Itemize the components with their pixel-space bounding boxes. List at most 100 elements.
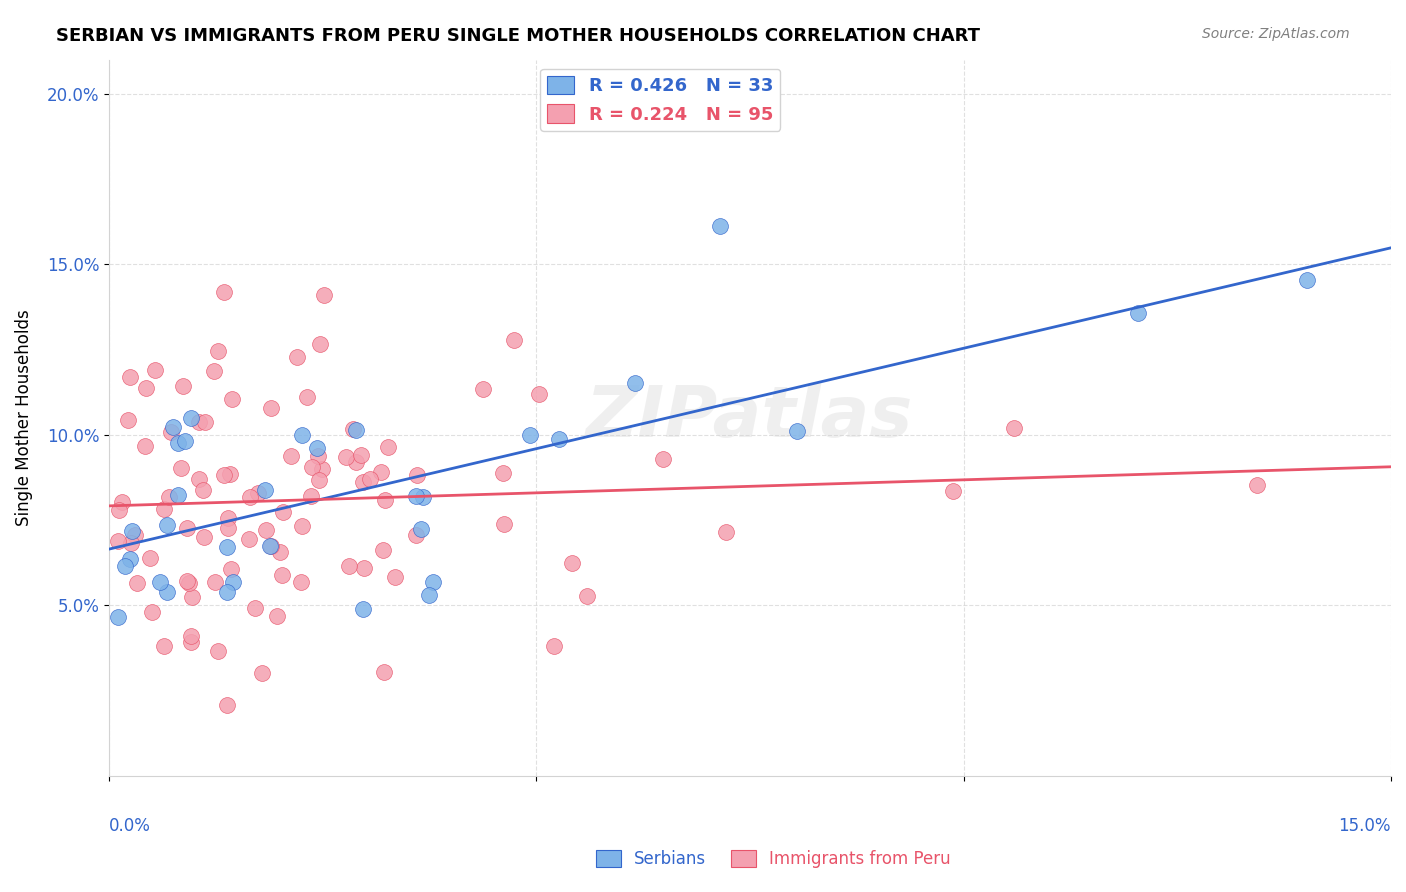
Point — [370, 465, 392, 479]
Point — [709, 219, 731, 234]
Point — [527, 386, 550, 401]
Point — [214, 467, 236, 482]
Point — [359, 472, 381, 486]
Point — [149, 574, 172, 589]
Point — [260, 540, 283, 554]
Point — [207, 344, 229, 359]
Point — [176, 520, 198, 534]
Point — [492, 517, 515, 532]
Point — [309, 337, 332, 351]
Point — [166, 487, 188, 501]
Point — [352, 475, 374, 489]
Point — [215, 540, 238, 554]
Point — [335, 450, 357, 465]
Point — [246, 485, 269, 500]
Point — [254, 523, 277, 537]
Point — [576, 589, 599, 603]
Point — [212, 285, 235, 300]
Point — [384, 570, 406, 584]
Y-axis label: Single Mother Households: Single Mother Households — [15, 310, 32, 526]
Point — [121, 524, 143, 538]
Point — [1004, 421, 1026, 435]
Point — [405, 489, 427, 503]
Point — [117, 413, 139, 427]
Point — [170, 461, 193, 475]
Point — [301, 459, 323, 474]
Point — [159, 425, 181, 439]
Point — [243, 600, 266, 615]
Point — [350, 448, 373, 462]
Point — [1246, 478, 1268, 492]
Point — [418, 588, 440, 602]
Point — [371, 543, 394, 558]
Point — [162, 420, 184, 434]
Point — [222, 575, 245, 590]
Point — [344, 455, 367, 469]
Point — [259, 539, 281, 553]
Point — [156, 518, 179, 533]
Point — [219, 562, 242, 576]
Point — [221, 392, 243, 406]
Point — [194, 415, 217, 429]
Point — [174, 434, 197, 449]
Point — [373, 665, 395, 679]
Point — [156, 584, 179, 599]
Point — [377, 440, 399, 454]
Point — [207, 644, 229, 658]
Point — [187, 472, 209, 486]
Point — [311, 462, 333, 476]
Point — [624, 376, 647, 391]
Point — [124, 528, 146, 542]
Point — [342, 422, 364, 436]
Point — [143, 363, 166, 377]
Point — [299, 489, 322, 503]
Point — [280, 450, 302, 464]
Point — [180, 410, 202, 425]
Point — [353, 561, 375, 575]
Point — [344, 423, 367, 437]
Point — [118, 552, 141, 566]
Point — [181, 591, 204, 605]
Point — [411, 522, 433, 536]
Point — [254, 483, 277, 497]
Point — [238, 533, 260, 547]
Text: ZIPatlas: ZIPatlas — [586, 384, 914, 452]
Point — [422, 575, 444, 590]
Point — [176, 574, 198, 588]
Point — [202, 364, 225, 378]
Point — [269, 544, 291, 558]
Legend: Serbians, Immigrants from Peru: Serbians, Immigrants from Peru — [589, 843, 957, 875]
Point — [561, 556, 583, 570]
Point — [157, 491, 180, 505]
Point — [114, 559, 136, 574]
Point — [191, 483, 214, 498]
Point — [307, 449, 329, 463]
Point — [786, 424, 808, 438]
Point — [120, 536, 142, 550]
Point — [180, 634, 202, 648]
Point — [217, 520, 239, 534]
Point — [167, 436, 190, 450]
Point — [107, 533, 129, 548]
Point — [135, 381, 157, 395]
Point — [548, 432, 571, 446]
Point — [239, 491, 262, 505]
Point — [139, 550, 162, 565]
Point — [215, 698, 238, 713]
Point — [337, 559, 360, 574]
Point — [172, 379, 194, 393]
Point — [187, 415, 209, 429]
Point — [271, 505, 294, 519]
Point — [352, 602, 374, 616]
Point — [314, 287, 336, 301]
Point — [502, 333, 524, 347]
Point — [492, 467, 515, 481]
Point — [177, 576, 200, 591]
Point — [373, 493, 395, 508]
Point — [107, 502, 129, 516]
Point — [134, 439, 156, 453]
Point — [295, 390, 318, 404]
Point — [270, 568, 292, 582]
Point — [287, 350, 309, 364]
Point — [651, 451, 673, 466]
